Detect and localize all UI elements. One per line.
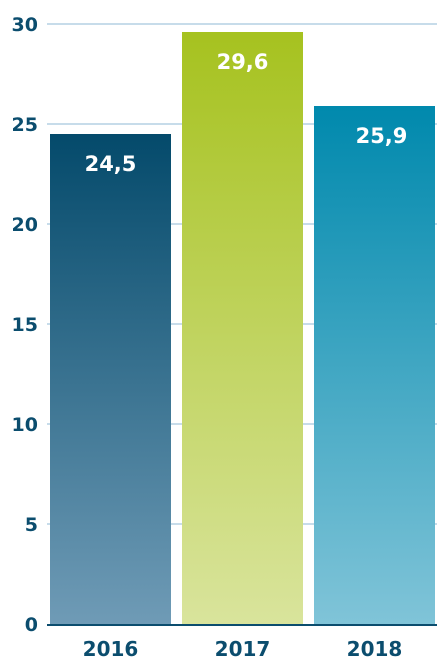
y-tick-label-20: 20 [12,214,38,236]
x-tick-label-2016: 2016 [83,637,139,661]
bar-2018 [314,106,435,624]
y-tick-label-30: 30 [12,14,38,36]
x-tick-label-2017: 2017 [215,637,271,661]
bar-2016 [50,134,171,624]
bars [50,32,435,624]
x-tick-label-2018: 2018 [347,637,403,661]
data-label-2017: 29,6 [217,50,269,74]
data-label-2016: 24,5 [85,152,137,176]
y-tick-label-0: 0 [25,614,38,636]
data-label-2018: 25,9 [356,124,408,148]
y-tick-label-10: 10 [12,414,38,436]
y-tick-label-15: 15 [12,314,38,336]
labels: 24,5 29,6 25,9 [85,50,408,176]
y-tick-label-25: 25 [12,114,38,136]
y-tick-label-5: 5 [25,514,38,536]
axes: 0 5 10 15 20 25 30 2016 2017 2018 [12,14,437,661]
bar-2017 [182,32,303,624]
